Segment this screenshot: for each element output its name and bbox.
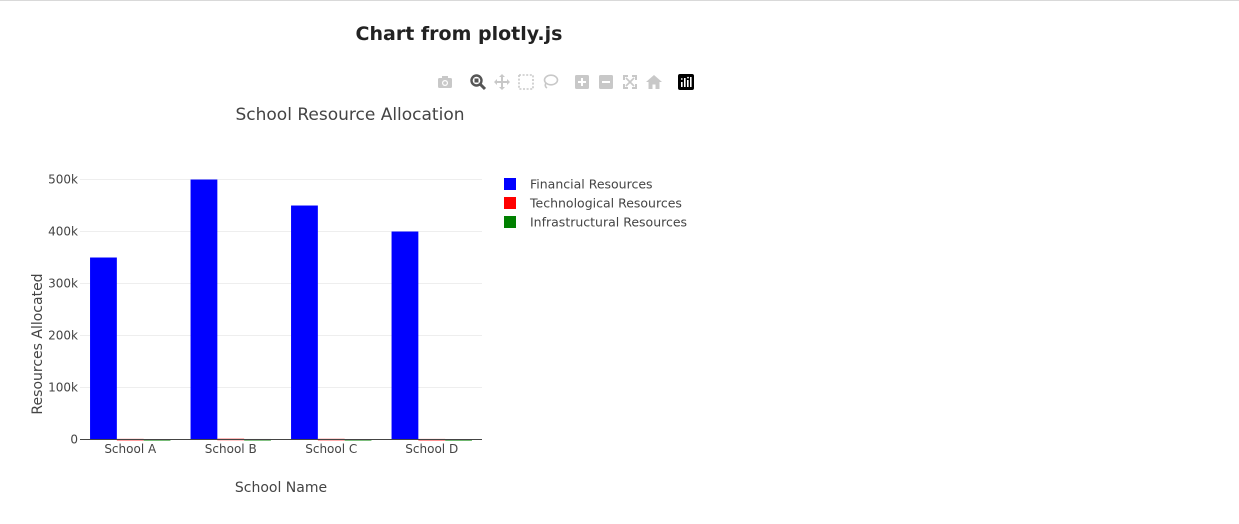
- page-title: Chart from plotly.js: [355, 23, 563, 45]
- x-tick-label: School C: [305, 442, 357, 456]
- y-tick-label: 100k: [48, 381, 78, 395]
- bar-financial[interactable]: [291, 205, 318, 440]
- bar-financial[interactable]: [391, 231, 419, 440]
- zoom-in-icon[interactable]: [573, 73, 591, 91]
- x-axis-title: School Name: [235, 480, 327, 496]
- autoscale-icon[interactable]: [621, 73, 639, 91]
- legend-label: Financial Resources: [530, 177, 653, 192]
- y-tick-labels: 0 100k 200k 300k 400k 500k: [48, 173, 78, 447]
- y-tick-label: 500k: [48, 173, 78, 187]
- y-tick-label: 200k: [48, 329, 78, 343]
- legend-item[interactable]: Infrastructural Resources: [504, 215, 687, 230]
- x-tick-labels: School A School B School C School D: [104, 442, 458, 456]
- gridlines: [80, 179, 482, 389]
- pan-icon[interactable]: [493, 73, 511, 91]
- x-tick-label: School A: [104, 442, 157, 456]
- legend-label: Technological Resources: [529, 196, 682, 211]
- legend-swatch: [504, 178, 516, 190]
- reset-axes-icon[interactable]: [645, 73, 663, 91]
- bar-financial[interactable]: [190, 179, 218, 440]
- camera-icon[interactable]: [436, 73, 454, 91]
- legend-swatch: [504, 197, 516, 209]
- chart-title: School Resource Allocation: [235, 105, 464, 125]
- plotly-logo-icon[interactable]: [677, 73, 695, 91]
- y-axis-title: Resources Allocated: [30, 273, 46, 414]
- bar-financial[interactable]: [90, 257, 117, 440]
- lasso-select-icon[interactable]: [541, 73, 559, 91]
- y-tick-label: 300k: [48, 277, 78, 291]
- zoom-icon[interactable]: [469, 73, 487, 91]
- y-tick-label: 0: [70, 433, 78, 447]
- chart: School Resource Allocation 0 100k 200k 300k…: [30, 105, 687, 496]
- bars[interactable]: [90, 179, 472, 441]
- x-tick-label: School D: [405, 442, 458, 456]
- y-tick-label: 400k: [48, 225, 78, 239]
- legend-item[interactable]: Technological Resources: [504, 196, 682, 211]
- zoom-out-icon[interactable]: [597, 73, 615, 91]
- box-select-icon[interactable]: [517, 73, 535, 91]
- legend-item[interactable]: Financial Resources: [504, 177, 653, 192]
- x-tick-label: School B: [205, 442, 257, 456]
- legend-label: Infrastructural Resources: [530, 215, 687, 230]
- legend[interactable]: Financial Resources Technological Resourc…: [504, 177, 687, 230]
- legend-swatch: [504, 216, 516, 228]
